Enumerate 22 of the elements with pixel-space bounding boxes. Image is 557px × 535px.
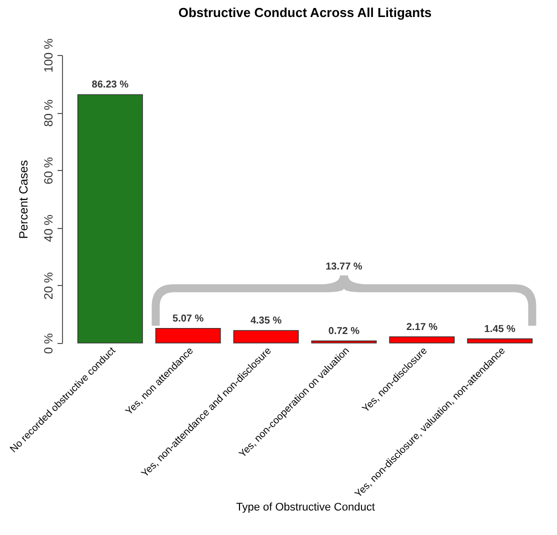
bar	[311, 340, 377, 344]
bar	[233, 330, 299, 344]
annotation: 13.77 %	[326, 261, 362, 272]
bar	[155, 328, 221, 344]
y-axis-title: Percent Cases	[16, 160, 30, 239]
bar	[77, 94, 143, 344]
y-tick-label: 0 %	[42, 332, 56, 354]
bar	[467, 338, 533, 344]
y-tick-label: 80 %	[42, 99, 56, 127]
chart-title: Obstructive Conduct Across All Litigants	[178, 4, 432, 20]
data-label: 1.45 %	[484, 324, 516, 335]
y-tick-label: 20 %	[42, 272, 56, 300]
x-axis-title: Type of Obstructive Conduct	[236, 501, 375, 514]
data-label: 5.07 %	[172, 313, 204, 324]
data-label: 2.17 %	[406, 322, 438, 333]
bar	[389, 336, 455, 344]
y-tick-label: 100 %	[42, 38, 56, 73]
y-tick-label: 60 %	[42, 156, 56, 184]
data-label: 86.23 %	[92, 80, 129, 91]
data-label: 4.35 %	[250, 315, 282, 326]
y-tick-label: 40 %	[42, 214, 56, 242]
data-label: 0.72 %	[328, 326, 360, 337]
